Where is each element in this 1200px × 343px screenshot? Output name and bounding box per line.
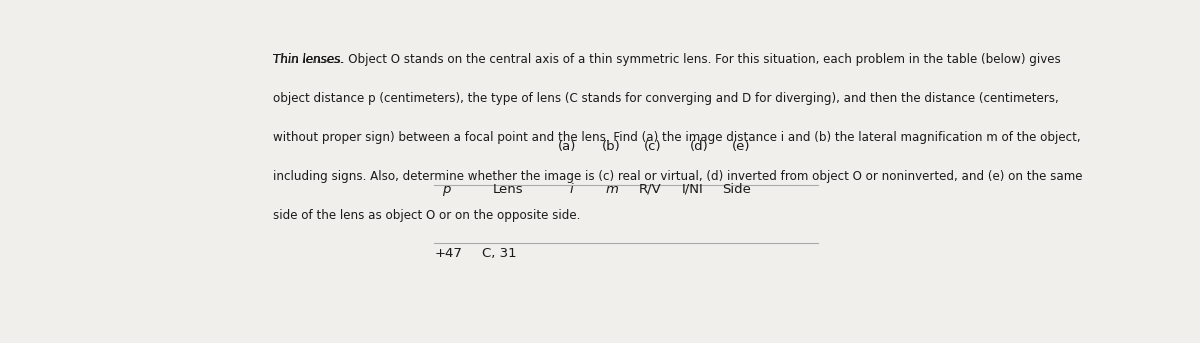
Text: (b): (b) <box>602 140 620 153</box>
Text: (d): (d) <box>690 140 709 153</box>
Text: (a): (a) <box>558 140 576 153</box>
Text: +47: +47 <box>434 247 462 260</box>
Text: object distance p (centimeters), the type of lens (C stands for converging and D: object distance p (centimeters), the typ… <box>272 92 1058 105</box>
Text: side of the lens as object O or on the opposite side.: side of the lens as object O or on the o… <box>272 209 580 222</box>
Text: I/NI: I/NI <box>682 182 703 196</box>
Text: without proper sign) between a focal point and the lens. Find (a) the image dist: without proper sign) between a focal poi… <box>272 131 1080 144</box>
Text: (c): (c) <box>643 140 661 153</box>
Text: R/V: R/V <box>638 182 661 196</box>
Text: p: p <box>442 182 450 196</box>
Text: including signs. Also, determine whether the image is (c) real or virtual, (d) i: including signs. Also, determine whether… <box>272 170 1082 183</box>
Text: C, 31: C, 31 <box>482 247 517 260</box>
Text: Lens: Lens <box>493 182 523 196</box>
Text: Thin lenses. Object O stands on the central axis of a thin symmetric lens. For t: Thin lenses. Object O stands on the cent… <box>272 53 1061 66</box>
Text: Side: Side <box>722 182 751 196</box>
Text: (e): (e) <box>732 140 751 153</box>
Text: i: i <box>570 182 574 196</box>
Text: Thin lenses.: Thin lenses. <box>272 53 343 66</box>
Text: m: m <box>606 182 619 196</box>
